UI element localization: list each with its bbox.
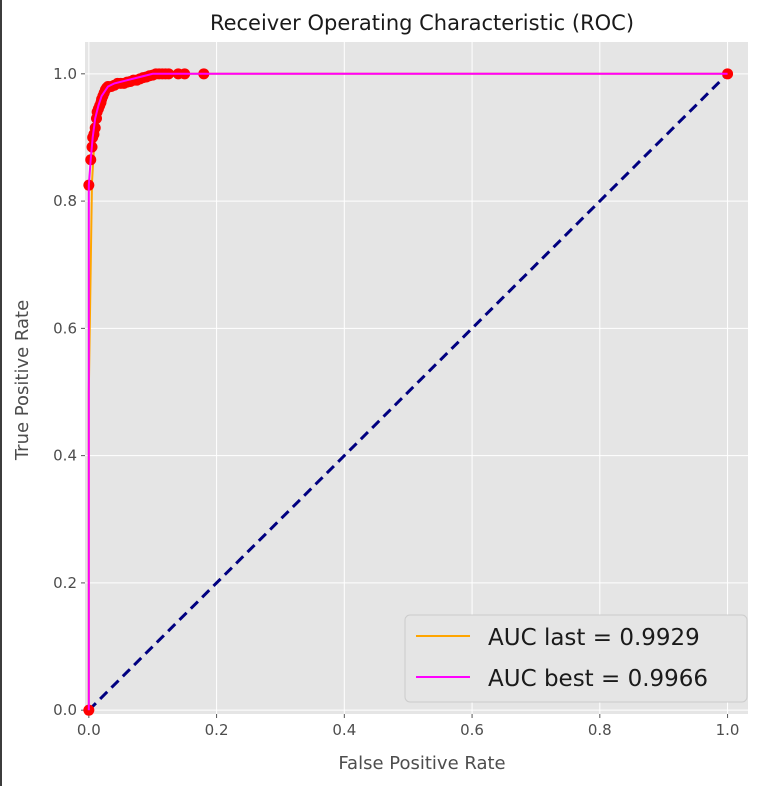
y-tick-label: 0.2	[53, 574, 77, 592]
roc-line-best	[87, 72, 728, 711]
x-tick-label: 0.4	[332, 721, 356, 739]
legend-box	[404, 614, 748, 703]
x-axis-label: False Positive Rate	[338, 753, 505, 774]
legend-label-best: AUC best = 0.9966	[488, 666, 708, 692]
y-axis-label: True Positive Rate	[12, 300, 33, 461]
legend: AUC last = 0.9929 AUC best = 0.9966	[404, 614, 748, 703]
x-tick-label: 0.6	[460, 721, 484, 739]
page-border	[0, 0, 2, 786]
y-tick-label: 0.6	[53, 319, 77, 337]
x-tick-label: 1.0	[716, 721, 740, 739]
roc-marker	[89, 122, 101, 134]
x-tick-label: 0.8	[588, 721, 612, 739]
y-tick-label: 0.4	[53, 447, 77, 465]
x-tick-label: 0.0	[77, 721, 101, 739]
x-tick-label: 0.2	[205, 721, 229, 739]
axis-ticks: 0.0 0.2 0.4 0.6 0.8 1.0 0.0 0.2 0.4 0.6 0.8 1.0	[53, 65, 739, 739]
y-tick-label: 0.8	[53, 192, 77, 210]
chart-title: Receiver Operating Characteristic (ROC)	[210, 11, 634, 35]
grid-lines	[85, 42, 748, 714]
y-tick-label: 1.0	[53, 65, 77, 83]
chance-diagonal-line	[87, 72, 729, 712]
y-tick-label: 0.0	[53, 701, 77, 719]
legend-label-last: AUC last = 0.9929	[488, 625, 700, 651]
